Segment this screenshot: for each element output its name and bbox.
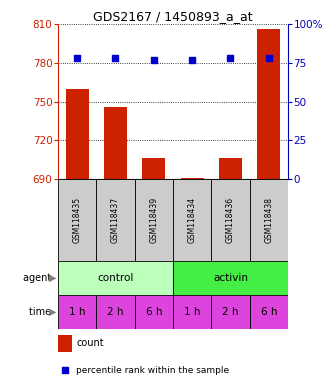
Point <box>113 55 118 61</box>
Bar <box>96 179 135 261</box>
Bar <box>173 295 211 329</box>
Point <box>266 55 271 61</box>
Text: GSM118435: GSM118435 <box>72 197 82 243</box>
Bar <box>58 295 96 329</box>
Text: activin: activin <box>213 273 248 283</box>
Bar <box>135 295 173 329</box>
Point <box>189 56 195 63</box>
Bar <box>135 179 173 261</box>
Text: ▶: ▶ <box>49 273 56 283</box>
Bar <box>96 295 135 329</box>
Bar <box>58 179 96 261</box>
Text: GSM118436: GSM118436 <box>226 197 235 243</box>
Text: GSM118439: GSM118439 <box>149 197 158 243</box>
Bar <box>211 295 250 329</box>
Bar <box>173 261 288 295</box>
Bar <box>181 178 204 179</box>
Text: control: control <box>97 273 134 283</box>
Text: time: time <box>29 307 55 317</box>
Text: percentile rank within the sample: percentile rank within the sample <box>76 366 229 375</box>
Text: 6 h: 6 h <box>260 307 277 317</box>
Text: agent: agent <box>23 273 55 283</box>
Bar <box>58 261 173 295</box>
Bar <box>66 89 89 179</box>
Text: 2 h: 2 h <box>222 307 239 317</box>
Text: 2 h: 2 h <box>107 307 124 317</box>
Text: count: count <box>76 338 104 348</box>
Point <box>228 55 233 61</box>
Bar <box>257 29 280 179</box>
Point <box>151 56 157 63</box>
Title: GDS2167 / 1450893_a_at: GDS2167 / 1450893_a_at <box>93 10 253 23</box>
Text: 1 h: 1 h <box>184 307 200 317</box>
Bar <box>142 158 165 179</box>
Bar <box>219 158 242 179</box>
Bar <box>104 107 127 179</box>
Text: GSM118438: GSM118438 <box>264 197 273 243</box>
Point <box>62 367 68 373</box>
Text: 6 h: 6 h <box>146 307 162 317</box>
Point <box>74 55 80 61</box>
Bar <box>250 179 288 261</box>
Text: ▶: ▶ <box>49 307 56 317</box>
Text: 1 h: 1 h <box>69 307 85 317</box>
Bar <box>58 334 72 352</box>
Bar <box>250 295 288 329</box>
Text: GSM118434: GSM118434 <box>188 197 197 243</box>
Bar <box>211 179 250 261</box>
Text: GSM118437: GSM118437 <box>111 197 120 243</box>
Bar <box>173 179 211 261</box>
